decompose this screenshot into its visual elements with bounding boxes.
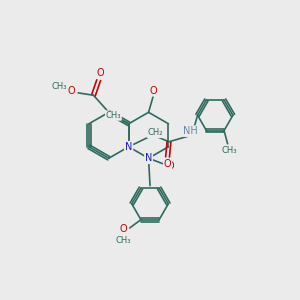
Text: N: N [145,153,152,163]
Text: O: O [149,85,157,95]
Text: CH₃: CH₃ [106,111,121,120]
Text: O: O [119,224,127,234]
Text: O: O [167,160,174,171]
Text: N: N [125,142,132,152]
Text: O: O [164,158,171,169]
Text: CH₃: CH₃ [221,146,237,155]
Text: CH₂: CH₂ [147,128,163,137]
Text: N: N [125,142,132,152]
Text: CH₃: CH₃ [116,236,131,245]
Text: CH₃: CH₃ [51,82,67,91]
Text: O: O [68,86,76,96]
Text: O: O [96,68,104,78]
Text: NH: NH [183,126,198,136]
